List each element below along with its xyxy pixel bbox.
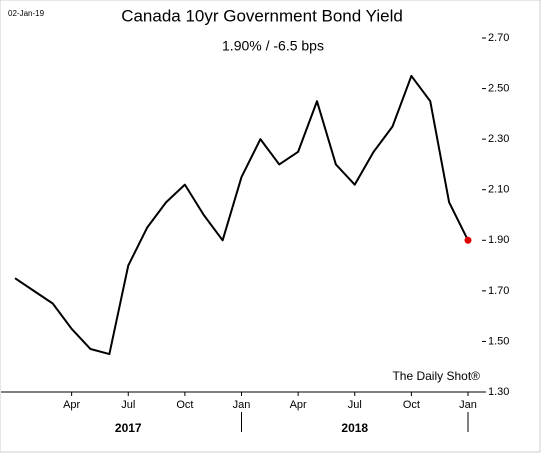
date-label: 02-Jan-19 bbox=[8, 9, 45, 18]
chart-title: Canada 10yr Government Bond Yield bbox=[121, 6, 403, 25]
y-tick-label: 2.50 bbox=[488, 82, 509, 94]
y-tick-label: 2.30 bbox=[488, 133, 509, 145]
year-label: 2018 bbox=[341, 421, 368, 435]
x-tick-label: Oct bbox=[176, 399, 193, 411]
x-tick-label: Jan bbox=[233, 399, 251, 411]
y-tick-label: 1.70 bbox=[488, 285, 509, 297]
y-tick-label: 2.70 bbox=[488, 32, 509, 44]
year-label: 2017 bbox=[115, 421, 142, 435]
subtitle: 1.90% / -6.5 bps bbox=[222, 38, 324, 54]
x-tick-label: Apr bbox=[290, 399, 307, 411]
source: The Daily Shot® bbox=[392, 369, 480, 383]
last-point bbox=[464, 236, 472, 244]
y-tick-label: 2.10 bbox=[488, 184, 509, 196]
y-tick-label: 1.30 bbox=[488, 386, 509, 398]
y-tick-label: 1.90 bbox=[488, 234, 509, 246]
y-tick-label: 1.50 bbox=[488, 335, 509, 347]
x-tick-label: Oct bbox=[403, 399, 420, 411]
x-tick-label: Apr bbox=[63, 399, 80, 411]
line bbox=[14, 74, 469, 356]
x-tick-label: Jan bbox=[459, 399, 477, 411]
x-tick-label: Jul bbox=[121, 399, 135, 411]
x-tick-label: Jul bbox=[348, 399, 362, 411]
